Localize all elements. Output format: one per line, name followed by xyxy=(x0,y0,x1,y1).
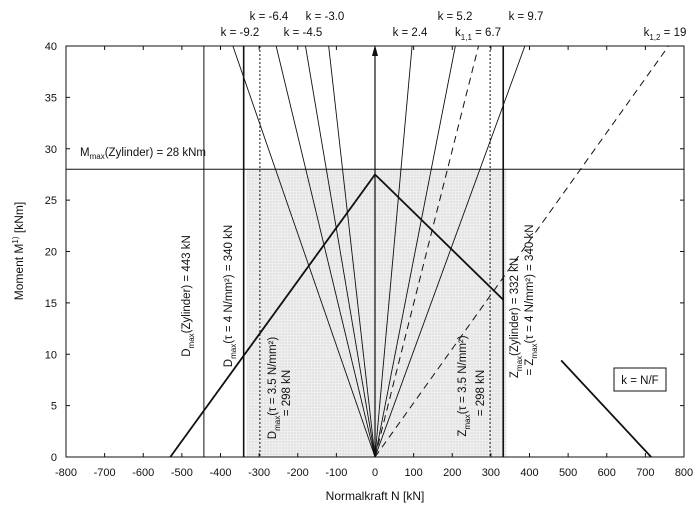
ray-line-dashed xyxy=(374,46,669,457)
ray-line xyxy=(275,46,376,457)
x-axis-label: Normalkraft N [kN] xyxy=(326,489,425,503)
ray-label: k = -6.4 xyxy=(250,11,289,23)
x-tick-label: 400 xyxy=(520,467,538,479)
x-tick-label: 100 xyxy=(404,467,422,479)
shaded-region xyxy=(246,169,507,457)
ray-line xyxy=(232,46,376,457)
x-tick-label: 800 xyxy=(675,467,693,479)
ray-line-dashed xyxy=(374,46,479,457)
shaded-area xyxy=(246,169,507,457)
y-tick-label: 20 xyxy=(45,247,57,259)
ray-line xyxy=(328,46,376,457)
x-tick-label: -700 xyxy=(94,467,116,479)
y-tick-label: 35 xyxy=(45,92,57,104)
ray-label-dashed: k1,2 = 19 xyxy=(644,27,687,42)
y-tick-label: 15 xyxy=(45,298,57,310)
x-tick-label: -800 xyxy=(55,467,77,479)
ray-label-dashed: k1,1 = 6.7 xyxy=(455,27,501,42)
ray-line xyxy=(305,46,376,457)
ray-label: k = 5.2 xyxy=(438,11,473,23)
ray-label: k = -4.5 xyxy=(284,27,323,39)
y-tick-label: 0 xyxy=(51,452,57,464)
m-max-label: Mmax(Zylinder) = 28 kNm xyxy=(80,147,206,161)
vertical-line-label: Dmax(τ = 3.5 N/mm²) xyxy=(267,337,282,440)
y-tick-label: 25 xyxy=(45,195,57,207)
ray-labels: k = -9.2 k = -6.4 k = -4.5 k = -3.0 k = 2.4 k… xyxy=(221,11,687,42)
ray-label: k = 9.7 xyxy=(509,11,544,23)
vertical-line-label-line2: = 298 kN xyxy=(475,370,487,416)
x-tick-labels: -800 -700 -600 -500 -400 -300 -200 -100 0 100 200 3… xyxy=(55,46,693,479)
vertical-line-label: Dmax(τ = 4 N/mm²) = 340 kN xyxy=(223,225,238,367)
y-tick-label: 5 xyxy=(51,401,57,413)
ray-label: k = 2.4 xyxy=(393,27,428,39)
x-tick-label: -400 xyxy=(209,467,231,479)
y-axis-arrowhead xyxy=(372,45,378,56)
y-tick-label: 10 xyxy=(45,349,57,361)
x-tick-label: -600 xyxy=(132,467,154,479)
vertical-line-label: Zmax(Zylinder) = 332 kN xyxy=(509,258,524,378)
envelope-tail-line xyxy=(560,359,652,457)
vertical-line-labels: Dmax(Zylinder) = 443 kN Dmax(τ = 4 N/mm²)… xyxy=(181,225,539,440)
y-tick-labels: 0 5 10 15 20 25 30 35 40 xyxy=(45,41,684,464)
x-tick-label: 700 xyxy=(636,467,654,479)
ray-line xyxy=(374,46,526,457)
x-tick-label: -300 xyxy=(248,467,270,479)
ray-line xyxy=(374,46,413,457)
y-tick-label: 30 xyxy=(45,144,57,156)
x-tick-label: 200 xyxy=(443,467,461,479)
x-tick-label: -100 xyxy=(325,467,347,479)
ray-label: k = -9.2 xyxy=(221,27,260,39)
ray-line xyxy=(374,46,456,457)
vertical-line-label-line2: = Zmax(τ = 4 N/mm²) = 340 kN xyxy=(524,225,539,376)
x-tick-label: 300 xyxy=(482,467,500,479)
vertical-line-label-line2: = 298 kN xyxy=(281,370,293,416)
ray-lines xyxy=(232,46,669,457)
legend-box xyxy=(613,367,667,392)
vertical-line-label: Dmax(Zylinder) = 443 kN xyxy=(181,235,196,357)
y-axis-label: Moment M1) [kNm] xyxy=(11,202,26,301)
x-tick-label: 500 xyxy=(559,467,577,479)
ray-label: k = -3.0 xyxy=(306,11,345,23)
legend-box-text: k = N/F xyxy=(621,375,658,387)
x-tick-label: -500 xyxy=(171,467,193,479)
x-tick-label: 600 xyxy=(598,467,616,479)
y-axis-arrow xyxy=(372,45,378,457)
vertical-line-label: Zmax(τ = 3.5 N/mm²) xyxy=(457,335,472,436)
y-tick-label: 40 xyxy=(45,41,57,53)
x-tick-label: -200 xyxy=(287,467,309,479)
x-tick-label: 0 xyxy=(372,467,378,479)
